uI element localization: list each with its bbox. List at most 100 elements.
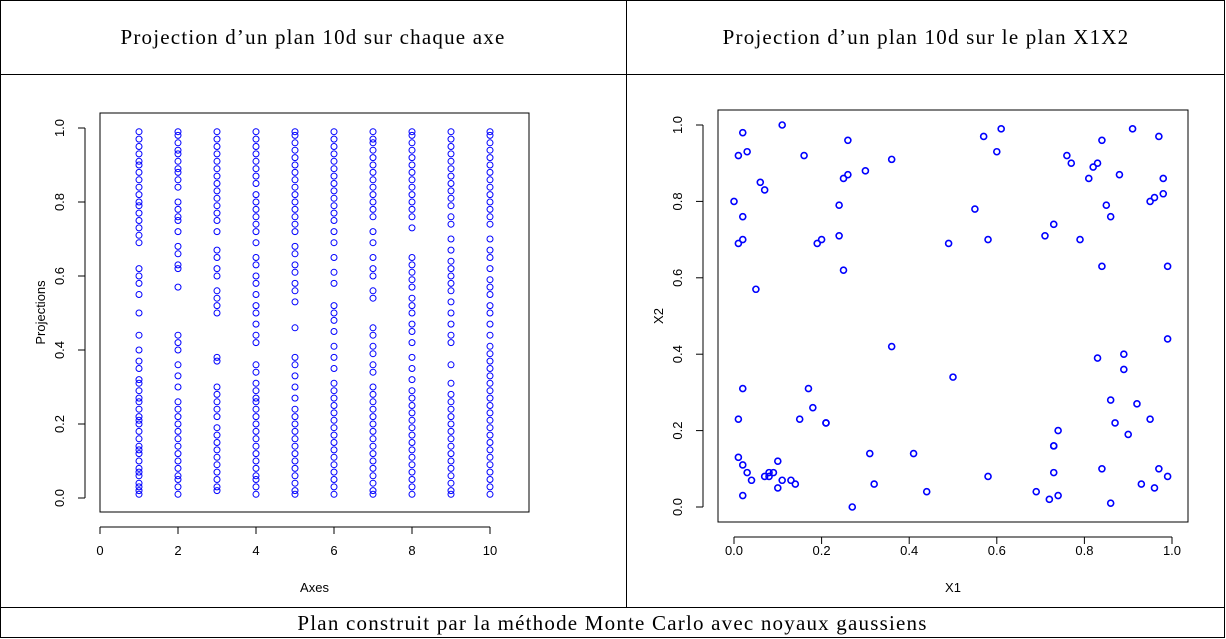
data-point [1102,201,1111,210]
data-point [447,420,455,428]
data-point [1093,354,1102,362]
data-point [408,224,416,232]
data-point [817,235,826,244]
x-tick-label: 1.0 [1163,543,1181,558]
data-point [369,213,377,221]
data-point [213,453,221,461]
data-point [408,376,416,384]
data-point [330,416,338,424]
data-point [369,128,377,136]
data-point [291,228,299,236]
data-point [174,205,182,213]
data-point [252,213,260,221]
data-point [174,339,182,347]
data-point [135,457,143,465]
data-point [252,157,260,165]
data-point [369,154,377,162]
data-point [1146,197,1154,206]
data-point [408,490,416,498]
data-point [486,483,494,491]
data-point [486,439,494,446]
data-point [291,220,299,228]
data-point [1133,400,1141,408]
data-point [734,415,743,423]
data-point [773,457,782,465]
data-point [447,220,455,228]
data-point [909,449,918,458]
data-point [369,442,377,450]
data-point [174,261,182,269]
data-point [486,409,494,417]
data-point [408,353,416,361]
x-tick-label: 6 [330,543,337,558]
data-point [369,254,377,261]
x-axis-label: Axes [300,580,329,595]
data-point [135,143,143,150]
data-point [135,487,143,495]
data-point [252,220,260,228]
data-point [486,302,494,310]
data-point [486,379,494,387]
data-point [174,331,182,339]
data-point [447,246,455,254]
data-point [408,446,416,454]
data-point [369,239,377,247]
data-point [213,209,221,217]
data-point [787,476,795,485]
data-point [330,150,338,158]
data-point [369,457,377,465]
data-point [213,476,221,483]
data-point [330,228,338,236]
data-point [135,446,143,454]
data-point [252,228,260,236]
data-point [1093,159,1102,167]
data-point [291,261,299,269]
data-point [486,320,494,328]
data-point [135,191,143,199]
data-point [809,403,817,412]
data-point [486,309,494,317]
data-point [486,372,494,380]
data-point [447,405,455,413]
data-point [979,132,988,141]
data-point [447,427,455,435]
data-point [486,176,494,184]
data-point [1120,365,1128,374]
data-point [408,198,416,206]
data-point [291,268,299,276]
data-point [213,383,221,391]
data-point [1041,231,1049,240]
data-point [408,476,416,483]
data-point [252,379,260,387]
data-point [1054,491,1062,500]
data-point [369,361,377,369]
data-point [486,357,494,365]
y-tick-label: 0.8 [670,192,685,210]
data-point [447,309,455,317]
data-point [213,405,221,413]
data-point [213,165,221,173]
data-point [330,302,338,310]
data-point [252,191,260,199]
data-point [369,413,377,421]
data-point [135,279,143,287]
column-divider [626,0,627,607]
data-point [447,194,455,202]
data-point [330,409,338,417]
data-point [369,191,377,199]
y-tick-label: 0.6 [52,267,67,285]
data-point [135,150,143,158]
data-point [971,205,979,213]
data-point [291,490,299,498]
data-point [734,239,743,248]
data-point [291,450,299,458]
data-point [135,376,143,384]
data-point [486,394,494,402]
data-point [174,265,182,273]
data-point [408,328,416,335]
data-point [408,283,416,291]
y-axis-label: X2 [651,308,666,324]
data-point [330,157,338,165]
data-point [738,128,747,137]
data-point [369,405,377,413]
